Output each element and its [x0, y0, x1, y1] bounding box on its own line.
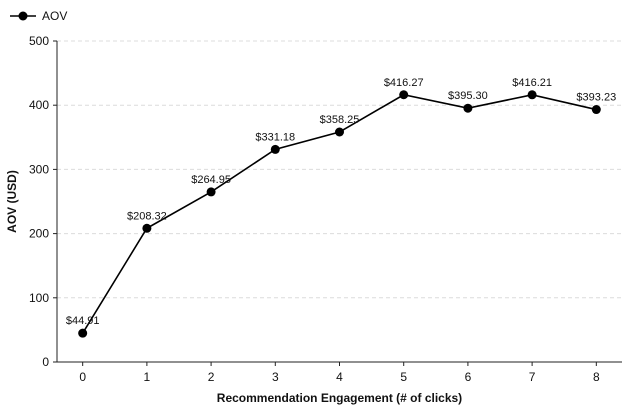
- data-label: $208.32: [127, 210, 167, 222]
- axes: 0 100 200 300 400 500 0 1 2 3 4 5 6 7 8: [29, 34, 622, 384]
- data-point: [206, 187, 216, 197]
- series-layer: [78, 90, 601, 338]
- data-point: [78, 328, 88, 338]
- x-tick-label: 5: [400, 370, 407, 384]
- data-label: $416.21: [512, 77, 552, 89]
- x-axis-title: Recommendation Engagement (# of clicks): [217, 391, 462, 405]
- data-point: [527, 90, 537, 100]
- data-label: $395.30: [448, 90, 488, 102]
- x-tick-label: 1: [144, 370, 151, 384]
- legend: AOV: [10, 9, 67, 23]
- data-label: $331.18: [255, 131, 295, 143]
- x-tick-label: 3: [272, 370, 279, 384]
- data-point: [335, 127, 344, 137]
- x-tick-label: 6: [465, 370, 472, 384]
- x-tick-label: 4: [336, 370, 343, 384]
- data-point: [399, 90, 409, 100]
- legend-marker: [18, 11, 28, 21]
- x-tick-label: 2: [208, 370, 215, 384]
- data-point: [463, 103, 473, 113]
- data-label: $393.23: [576, 92, 616, 104]
- y-tick-label: 0: [42, 355, 49, 369]
- x-tick-label: 7: [529, 370, 536, 384]
- x-tick-label: 8: [593, 370, 600, 384]
- y-tick-label: 300: [29, 162, 49, 176]
- x-tick-label: 0: [79, 370, 86, 384]
- data-point: [142, 223, 152, 233]
- y-tick-label: 100: [29, 291, 49, 305]
- grid: [57, 40, 622, 299]
- data-point: [591, 105, 601, 115]
- data-point: [270, 144, 280, 154]
- y-tick-label: 400: [29, 98, 49, 112]
- data-label: $44.91: [66, 315, 100, 327]
- data-label: $264.95: [191, 174, 231, 186]
- data-labels: $44.91 $208.32 $264.95 $331.18 $358.25 $416.2…: [66, 77, 616, 327]
- legend-label: AOV: [42, 9, 67, 23]
- data-label: $416.27: [384, 77, 424, 89]
- y-tick-label: 200: [29, 227, 49, 241]
- y-axis-title: AOV (USD): [5, 170, 19, 233]
- y-tick-label: 500: [29, 34, 49, 48]
- data-label: $358.25: [320, 114, 360, 126]
